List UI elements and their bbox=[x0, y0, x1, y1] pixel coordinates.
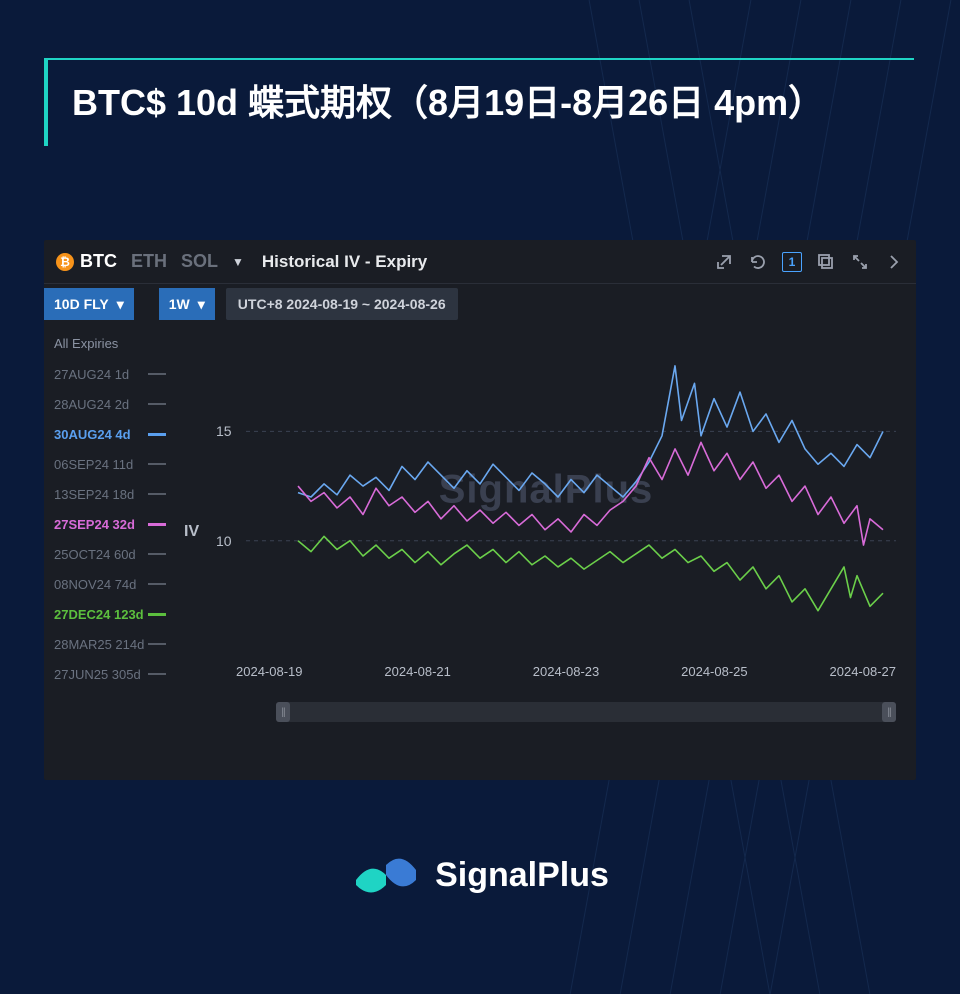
y-tick-label: 15 bbox=[216, 423, 232, 439]
metric-selector[interactable]: 10D FLY ▾ bbox=[44, 288, 135, 320]
expiry-swatch bbox=[148, 463, 166, 465]
chart-body: All Expiries 27AUG24 1d 28AUG24 2d 30AUG24… bbox=[44, 324, 916, 740]
expiry-item-label: 06SEP24 11d bbox=[54, 457, 133, 472]
x-tick-label: 2024-08-23 bbox=[533, 664, 600, 684]
expiry-item[interactable]: 27AUG24 1d bbox=[52, 359, 176, 389]
chevron-down-icon: ▾ bbox=[117, 296, 124, 313]
asset-tab-eth[interactable]: ETH bbox=[131, 251, 167, 272]
x-tick-label: 2024-08-25 bbox=[681, 664, 748, 684]
time-scrollbar[interactable] bbox=[276, 702, 896, 722]
plot-area: SignalPlus IV 1015 2024-08-192024-08-212… bbox=[176, 324, 916, 740]
scroll-handle-left[interactable] bbox=[276, 702, 290, 722]
expiry-item[interactable]: 08NOV24 74d bbox=[52, 569, 176, 599]
expiry-swatch bbox=[148, 583, 166, 585]
expiry-item[interactable]: 27SEP24 32d bbox=[52, 509, 176, 539]
expiry-swatch bbox=[148, 433, 166, 436]
y-tick-label: 10 bbox=[216, 533, 232, 549]
expiry-item-label: 13SEP24 18d bbox=[54, 487, 134, 502]
scroll-handle-right[interactable] bbox=[882, 702, 896, 722]
expiry-item[interactable]: 30AUG24 4d bbox=[52, 419, 176, 449]
expiry-item-label: 30AUG24 4d bbox=[54, 427, 131, 442]
chevron-right-icon[interactable] bbox=[884, 252, 904, 272]
expiry-swatch bbox=[148, 493, 166, 495]
range-selector-label: 1W bbox=[169, 296, 190, 312]
logo-mark-icon bbox=[351, 850, 421, 900]
expiry-item-label: 28AUG24 2d bbox=[54, 397, 129, 412]
expiry-item[interactable]: 28AUG24 2d bbox=[52, 389, 176, 419]
expiry-list-header: All Expiries bbox=[52, 332, 176, 359]
expiry-item-label: 27AUG24 1d bbox=[54, 367, 129, 382]
asset-dropdown-caret[interactable]: ▼ bbox=[232, 255, 244, 269]
chevron-down-icon: ▾ bbox=[198, 296, 205, 313]
expiry-item-label: 08NOV24 74d bbox=[54, 577, 136, 592]
expiry-item-label: 27DEC24 123d bbox=[54, 607, 144, 622]
expiry-list: All Expiries 27AUG24 1d 28AUG24 2d 30AUG24… bbox=[44, 324, 176, 740]
expiry-item-label: 27JUN25 305d bbox=[54, 667, 141, 682]
expiry-item[interactable]: 25OCT24 60d bbox=[52, 539, 176, 569]
share-icon[interactable] bbox=[714, 252, 734, 272]
expiry-swatch bbox=[148, 673, 166, 675]
controls-row: 10D FLY ▾ 1W ▾ UTC+8 2024-08-19 ~ 2024-0… bbox=[44, 284, 916, 324]
expiry-swatch bbox=[148, 403, 166, 405]
btc-icon: ₿ bbox=[56, 253, 74, 271]
series-27SEP24 bbox=[298, 442, 883, 545]
panel-title: Historical IV - Expiry bbox=[262, 252, 427, 272]
expiry-swatch bbox=[148, 643, 166, 645]
page-header: BTC$ 10d 蝶式期权（8月19日-8月26日 4pm） bbox=[44, 58, 914, 146]
metric-selector-label: 10D FLY bbox=[54, 296, 109, 312]
brand-logo: SignalPlus bbox=[0, 850, 960, 900]
x-axis-ticks: 2024-08-19 2024-08-21 2024-08-23 2024-08-25… bbox=[176, 664, 916, 684]
timezone-range-label: UTC+8 2024-08-19 ~ 2024-08-26 bbox=[226, 288, 458, 320]
expiry-item-label: 28MAR25 214d bbox=[54, 637, 144, 652]
asset-tab-sol[interactable]: SOL bbox=[181, 251, 218, 272]
expiry-swatch bbox=[148, 613, 166, 616]
copy-icon[interactable] bbox=[816, 252, 836, 272]
asset-tab-btc[interactable]: ₿ BTC bbox=[56, 251, 117, 272]
expiry-item-label: 25OCT24 60d bbox=[54, 547, 136, 562]
expiry-item[interactable]: 06SEP24 11d bbox=[52, 449, 176, 479]
x-tick-label: 2024-08-27 bbox=[830, 664, 897, 684]
panel-toolbar: ₿ BTC ETH SOL ▼ Historical IV - Expiry 1 bbox=[44, 240, 916, 284]
asset-tabs: ₿ BTC ETH SOL ▼ bbox=[56, 251, 244, 272]
series-27DEC24 bbox=[298, 536, 883, 610]
logo-text: SignalPlus bbox=[435, 856, 609, 895]
expiry-item-label: 27SEP24 32d bbox=[54, 517, 135, 532]
page-title: BTC$ 10d 蝶式期权（8月19日-8月26日 4pm） bbox=[72, 78, 890, 128]
refresh-icon[interactable] bbox=[748, 252, 768, 272]
expiry-item[interactable]: 28MAR25 214d bbox=[52, 629, 176, 659]
layout-count[interactable]: 1 bbox=[782, 252, 802, 272]
asset-tab-label: BTC bbox=[80, 251, 117, 272]
x-tick-label: 2024-08-19 bbox=[236, 664, 303, 684]
expiry-item[interactable]: 27DEC24 123d bbox=[52, 599, 176, 629]
expiry-swatch bbox=[148, 553, 166, 555]
range-selector[interactable]: 1W ▾ bbox=[159, 288, 216, 320]
chart-panel: ₿ BTC ETH SOL ▼ Historical IV - Expiry 1… bbox=[44, 240, 916, 780]
expiry-item[interactable]: 27JUN25 305d bbox=[52, 659, 176, 689]
expiry-swatch bbox=[148, 523, 166, 526]
expiry-item[interactable]: 13SEP24 18d bbox=[52, 479, 176, 509]
panel-toolbar-right: 1 bbox=[714, 252, 904, 272]
expiry-swatch bbox=[148, 373, 166, 375]
x-tick-label: 2024-08-21 bbox=[384, 664, 451, 684]
fullscreen-icon[interactable] bbox=[850, 252, 870, 272]
